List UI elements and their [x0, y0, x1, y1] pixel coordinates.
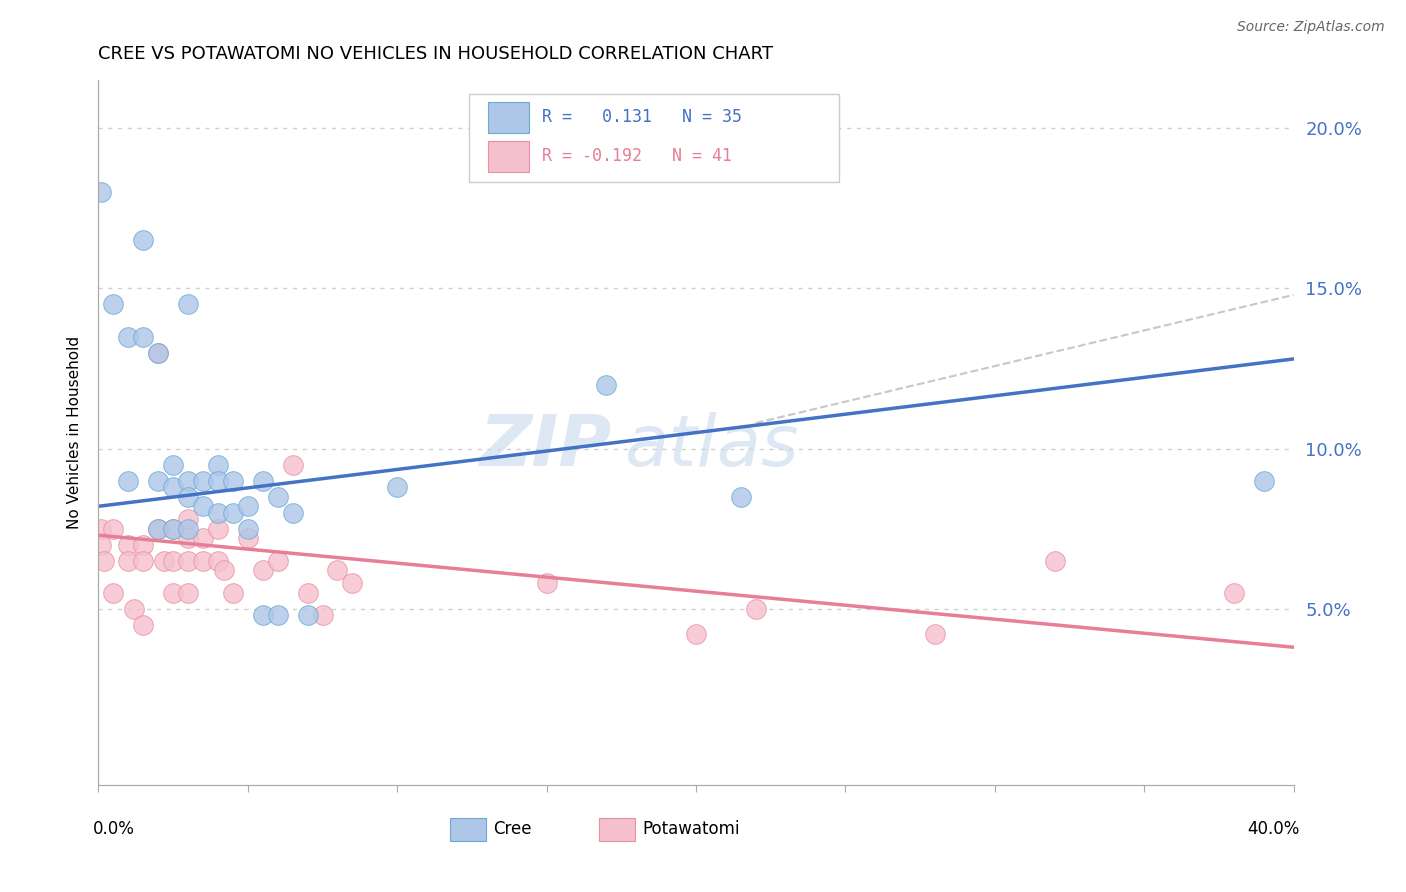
- Point: [191, 532, 214, 546]
- Point: [745, 601, 768, 615]
- FancyBboxPatch shape: [599, 818, 636, 840]
- Point: [90, 186, 112, 200]
- Text: Potawatomi: Potawatomi: [643, 821, 740, 838]
- Point: [236, 532, 259, 546]
- Point: [207, 554, 229, 568]
- Point: [177, 490, 200, 504]
- Point: [267, 608, 290, 623]
- Point: [162, 586, 184, 600]
- Point: [162, 554, 184, 568]
- Point: [132, 234, 155, 248]
- Point: [191, 474, 214, 488]
- Point: [1253, 474, 1275, 488]
- Text: Source: ZipAtlas.com: Source: ZipAtlas.com: [1237, 20, 1385, 34]
- Point: [222, 586, 245, 600]
- Point: [236, 522, 259, 536]
- Point: [162, 522, 184, 536]
- Point: [103, 586, 125, 600]
- Point: [297, 608, 319, 623]
- Point: [385, 480, 409, 494]
- Point: [93, 554, 115, 568]
- Y-axis label: No Vehicles in Household: No Vehicles in Household: [67, 336, 83, 529]
- Point: [177, 586, 200, 600]
- Point: [117, 554, 139, 568]
- Point: [191, 554, 214, 568]
- Point: [267, 490, 290, 504]
- Point: [177, 554, 200, 568]
- Point: [281, 506, 304, 520]
- Point: [191, 500, 214, 514]
- Point: [207, 458, 229, 472]
- Point: [162, 480, 184, 494]
- FancyBboxPatch shape: [450, 818, 485, 840]
- Text: CREE VS POTAWATOMI NO VEHICLES IN HOUSEHOLD CORRELATION CHART: CREE VS POTAWATOMI NO VEHICLES IN HOUSEH…: [98, 45, 773, 63]
- Point: [148, 345, 170, 359]
- Point: [90, 538, 112, 552]
- Point: [162, 522, 184, 536]
- Point: [222, 506, 245, 520]
- Point: [117, 538, 139, 552]
- Point: [103, 522, 125, 536]
- Point: [326, 563, 349, 577]
- Text: R = -0.192   N = 41: R = -0.192 N = 41: [541, 147, 731, 165]
- Point: [252, 608, 274, 623]
- Point: [177, 512, 200, 526]
- Point: [117, 474, 139, 488]
- Point: [132, 617, 155, 632]
- Point: [267, 554, 290, 568]
- Point: [222, 474, 245, 488]
- Point: [236, 500, 259, 514]
- Point: [177, 297, 200, 311]
- Point: [924, 627, 946, 641]
- Point: [177, 522, 200, 536]
- Point: [207, 506, 229, 520]
- Point: [132, 554, 155, 568]
- Point: [342, 576, 364, 591]
- Point: [311, 608, 333, 623]
- Point: [103, 297, 125, 311]
- Point: [595, 377, 617, 392]
- Text: atlas: atlas: [624, 412, 799, 481]
- Point: [148, 474, 170, 488]
- Point: [536, 576, 558, 591]
- FancyBboxPatch shape: [488, 141, 529, 171]
- Point: [132, 538, 155, 552]
- Point: [252, 474, 274, 488]
- Point: [1223, 586, 1246, 600]
- Point: [730, 490, 752, 504]
- Point: [212, 563, 235, 577]
- Point: [297, 586, 319, 600]
- Text: 40.0%: 40.0%: [1247, 821, 1299, 838]
- Point: [148, 522, 170, 536]
- Point: [148, 345, 170, 359]
- FancyBboxPatch shape: [470, 95, 839, 183]
- Point: [132, 329, 155, 343]
- Point: [1043, 554, 1066, 568]
- FancyBboxPatch shape: [488, 102, 529, 133]
- Point: [207, 474, 229, 488]
- Point: [685, 627, 707, 641]
- Point: [153, 554, 176, 568]
- Point: [162, 458, 184, 472]
- Text: R =   0.131   N = 35: R = 0.131 N = 35: [541, 108, 742, 126]
- Point: [281, 458, 304, 472]
- Point: [148, 522, 170, 536]
- Point: [207, 522, 229, 536]
- Point: [124, 601, 146, 615]
- Point: [90, 522, 112, 536]
- Point: [117, 329, 139, 343]
- Point: [177, 474, 200, 488]
- Point: [177, 532, 200, 546]
- Text: Cree: Cree: [494, 821, 531, 838]
- Text: 0.0%: 0.0%: [93, 821, 135, 838]
- Point: [252, 563, 274, 577]
- Text: ZIP: ZIP: [479, 412, 613, 481]
